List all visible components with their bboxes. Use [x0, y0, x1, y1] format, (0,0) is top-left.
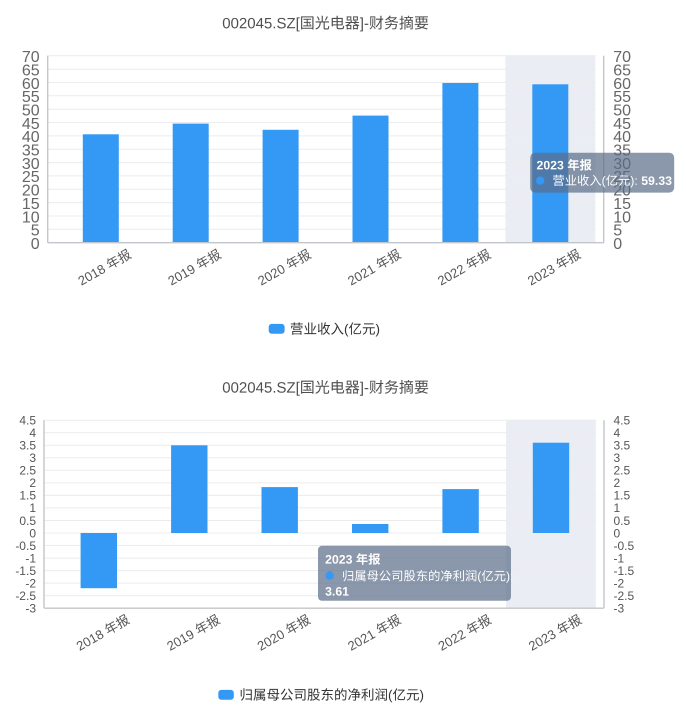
svg-text:55: 55 [613, 89, 631, 106]
svg-text:15: 15 [22, 196, 40, 213]
svg-text:35: 35 [22, 143, 40, 160]
svg-text:10: 10 [613, 209, 631, 226]
svg-text:4: 4 [29, 426, 36, 440]
svg-text:45: 45 [22, 116, 40, 133]
svg-text:0: 0 [31, 236, 40, 253]
svg-text:-3: -3 [25, 602, 36, 616]
svg-text:0: 0 [613, 236, 622, 253]
svg-text:20: 20 [22, 183, 40, 200]
svg-text:-3: -3 [614, 602, 625, 616]
svg-text:50: 50 [22, 103, 40, 120]
svg-text:-0.5: -0.5 [15, 539, 36, 553]
svg-text:1.5: 1.5 [614, 489, 631, 503]
svg-text:30: 30 [22, 156, 40, 173]
svg-text:25: 25 [22, 169, 40, 186]
svg-text:3.5: 3.5 [19, 439, 36, 453]
svg-text:2: 2 [29, 476, 36, 490]
svg-text:-2: -2 [614, 576, 625, 590]
svg-text:0: 0 [29, 526, 36, 540]
svg-text:4.5: 4.5 [614, 414, 631, 428]
svg-text:60: 60 [22, 76, 40, 93]
svg-text:2: 2 [614, 476, 621, 490]
svg-text:-2.5: -2.5 [614, 589, 635, 603]
svg-text:40: 40 [22, 129, 40, 146]
svg-text:40: 40 [613, 129, 631, 146]
svg-text:10: 10 [22, 209, 40, 226]
svg-text:-2: -2 [25, 576, 36, 590]
svg-text:0.5: 0.5 [19, 514, 36, 528]
svg-text:4: 4 [614, 426, 621, 440]
svg-text:-1.5: -1.5 [614, 564, 635, 578]
svg-text:15: 15 [613, 196, 631, 213]
svg-text:0: 0 [614, 526, 621, 540]
svg-text:70: 70 [22, 49, 40, 66]
svg-text:55: 55 [22, 89, 40, 106]
svg-text:0.5: 0.5 [614, 514, 631, 528]
svg-text:-1: -1 [614, 551, 625, 565]
svg-text:2.5: 2.5 [19, 464, 36, 478]
svg-text:3: 3 [29, 451, 36, 465]
svg-text:-0.5: -0.5 [614, 539, 635, 553]
svg-text:3.5: 3.5 [614, 439, 631, 453]
svg-text:65: 65 [22, 63, 40, 80]
svg-text:4.5: 4.5 [19, 414, 36, 428]
svg-text:45: 45 [613, 116, 631, 133]
svg-text:1: 1 [29, 501, 36, 515]
svg-text:-2.5: -2.5 [15, 589, 36, 603]
svg-text:65: 65 [613, 63, 631, 80]
svg-text:-1.5: -1.5 [15, 564, 36, 578]
svg-text:5: 5 [613, 223, 622, 240]
svg-text:60: 60 [613, 76, 631, 93]
svg-text:-1: -1 [25, 551, 36, 565]
svg-text:70: 70 [613, 49, 631, 66]
svg-text:50: 50 [613, 103, 631, 120]
svg-text:1: 1 [614, 501, 621, 515]
svg-text:5: 5 [31, 223, 40, 240]
svg-text:2.5: 2.5 [614, 464, 631, 478]
svg-text:1.5: 1.5 [19, 489, 36, 503]
svg-text:3: 3 [614, 451, 621, 465]
